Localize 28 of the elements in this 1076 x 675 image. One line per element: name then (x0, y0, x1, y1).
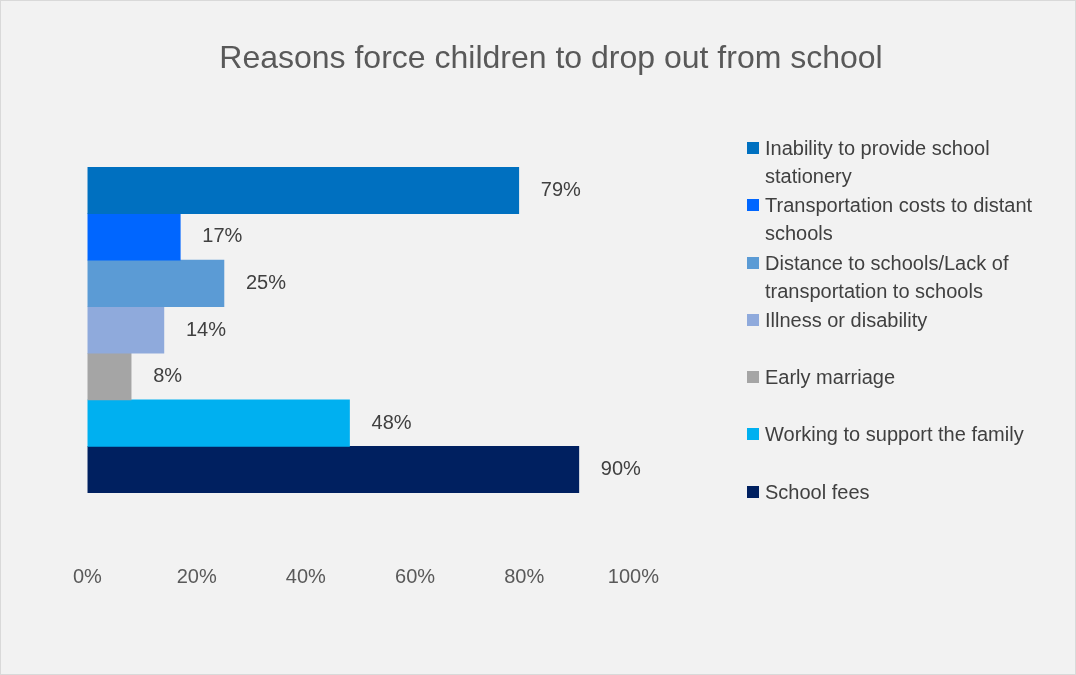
bar (87, 306, 165, 354)
data-label: 8% (153, 364, 183, 387)
legend-label: Distance to schools/Lack of transportation to schools (765, 250, 1010, 304)
data-label: 25% (245, 270, 287, 293)
x-tick-label: 60% (395, 564, 436, 587)
x-tick-label: 20% (176, 564, 217, 587)
bar (87, 352, 132, 401)
legend-label: Early marriage (765, 365, 896, 391)
chart-title: Reasons force children to drop out from school (218, 39, 884, 76)
legend-label: Inability to provide school stationery (765, 136, 991, 189)
legend-label: Transportation costs to distant schools (765, 193, 1034, 247)
x-tick-label: 80% (504, 564, 545, 587)
bar (87, 399, 350, 447)
x-tick-label: 40% (285, 564, 327, 587)
legend-label: School fees (765, 479, 870, 505)
bar (87, 259, 225, 308)
data-label: 17% (202, 224, 243, 247)
data-label: 79% (540, 177, 582, 200)
legend-label: Working to support the family (765, 422, 1024, 448)
legend-label: Illness or disability (765, 307, 928, 333)
x-tick-label: 100% (607, 564, 660, 587)
data-label: 48% (371, 410, 412, 433)
bar (87, 446, 580, 493)
bar (87, 213, 181, 261)
data-label: 90% (600, 457, 642, 480)
data-label: 14% (185, 317, 227, 340)
bar (87, 167, 520, 214)
x-tick-label: 0% (73, 564, 103, 587)
